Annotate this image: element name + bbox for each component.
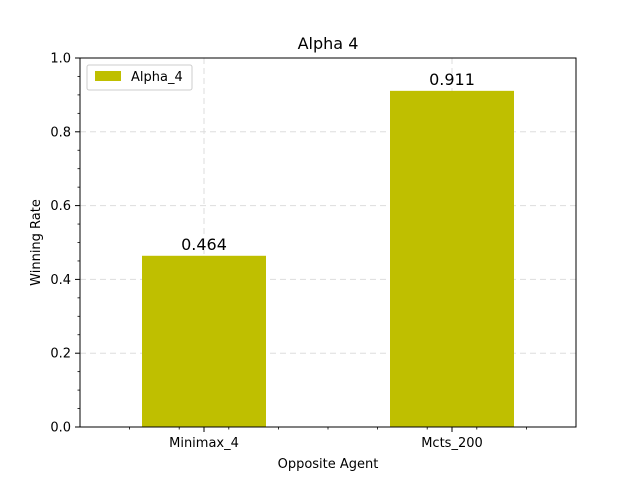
legend: Alpha_4 (86, 64, 193, 91)
y-tick-label-3: 0.6 (50, 199, 71, 214)
y-tick-label-1: 0.2 (50, 347, 71, 362)
data-label-0: 0.464 (181, 235, 227, 254)
legend-swatch (95, 71, 121, 81)
bar-0 (142, 255, 266, 427)
legend-label: Alpha_4 (131, 70, 183, 85)
x-axis-label: Opposite Agent (278, 457, 379, 472)
y-tick-label-5: 1.0 (50, 52, 71, 67)
x-axis: Minimax_4 Mcts_200 (129, 427, 527, 451)
bars (142, 90, 514, 427)
x-tick-label-0: Minimax_4 (169, 436, 239, 451)
y-tick-label-0: 0.0 (50, 421, 71, 436)
bar-1 (390, 90, 514, 427)
data-label-1: 0.911 (429, 70, 475, 89)
y-axis: 0.0 0.2 0.4 0.6 0.8 1.0 (50, 52, 80, 436)
x-tick-label-1: Mcts_200 (421, 436, 483, 451)
y-axis-label: Winning Rate (29, 199, 44, 286)
y-tick-label-4: 0.8 (50, 125, 71, 140)
data-labels: 0.464 0.911 (181, 70, 475, 254)
chart-title: Alpha 4 (298, 34, 359, 53)
y-tick-label-2: 0.4 (50, 273, 71, 288)
